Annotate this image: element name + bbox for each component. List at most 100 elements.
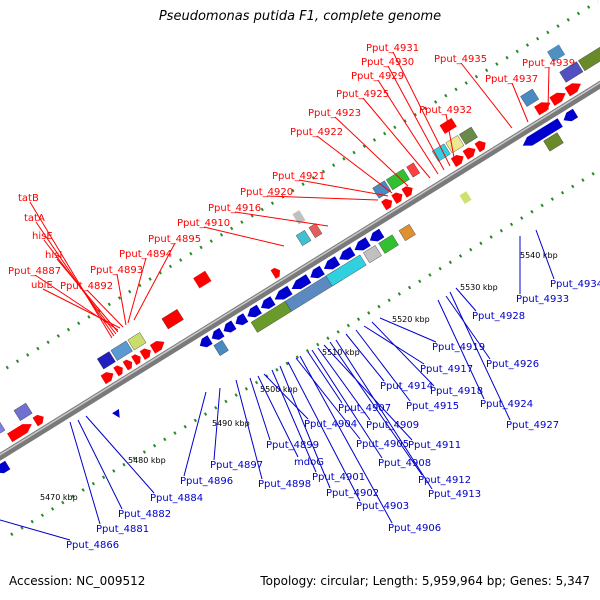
reverse-label-leader xyxy=(355,329,411,402)
reverse-gene-block xyxy=(543,132,564,152)
forward-gene-arrow xyxy=(450,155,464,167)
forward-label-leader xyxy=(377,79,439,175)
forward-gene-block xyxy=(127,332,147,351)
forward-label-leader xyxy=(298,179,389,197)
genome-summary-text: Topology: circular; Length: 5,959,964 bp… xyxy=(260,574,590,588)
forward-gene-label: hisI xyxy=(45,250,62,261)
reverse-gene-arrow xyxy=(310,265,325,279)
forward-label-leader xyxy=(116,273,127,326)
forward-gene-label: Pput_4910 xyxy=(177,218,230,229)
tick-label: 5520 kbp xyxy=(392,315,430,324)
reverse-gene-label: Pput_4917 xyxy=(420,364,473,375)
reverse-gene-label: Pput_4908 xyxy=(378,458,431,469)
forward-gene-block xyxy=(406,162,421,178)
tick-label: 5470 kbp xyxy=(40,493,78,502)
forward-label-leader xyxy=(392,51,451,167)
forward-gene-label: tatB xyxy=(18,193,39,204)
forward-gene-label: Pput_4894 xyxy=(119,249,172,260)
forward-gene-arrow xyxy=(32,414,44,427)
forward-gene-block xyxy=(445,135,465,154)
forward-gene-label: Pput_4935 xyxy=(434,54,487,65)
reverse-gene-label: Pput_4915 xyxy=(406,401,459,412)
tick-label: 5480 kbp xyxy=(128,456,166,465)
reverse-gene-label: Pput_4882 xyxy=(118,509,171,520)
reverse-gene-arrow xyxy=(354,237,371,251)
forward-gene-arrow xyxy=(149,341,165,354)
reverse-label-leader xyxy=(299,355,393,524)
forward-gene-label: Pput_4937 xyxy=(485,74,538,85)
reverse-gene-label: Pput_4897 xyxy=(210,460,263,471)
reverse-gene-label: Pput_4924 xyxy=(480,399,533,410)
forward-gene-label: Pput_4925 xyxy=(336,89,389,100)
forward-gene-label: Pput_4922 xyxy=(290,127,343,138)
reverse-label-leader xyxy=(263,373,309,420)
reverse-gene-label: Pput_4899 xyxy=(266,440,319,451)
forward-gene-outlier xyxy=(193,270,212,289)
forward-gene-arrow xyxy=(381,198,393,211)
forward-gene-outlier xyxy=(547,44,566,62)
reverse-label-leader xyxy=(329,341,423,476)
forward-label-leader xyxy=(42,288,121,329)
forward-gene-arrow xyxy=(474,140,486,153)
reverse-gene-outlier xyxy=(459,191,472,204)
forward-gene-label: Pput_4929 xyxy=(351,71,404,82)
reverse-gene-arrow xyxy=(339,246,356,260)
reverse-label-leader xyxy=(449,291,511,421)
forward-gene-arrow xyxy=(7,424,32,443)
tick-label: 5530 kbp xyxy=(460,283,498,292)
reverse-gene-label: Pput_4898 xyxy=(258,479,311,490)
forward-gene-block xyxy=(308,223,323,239)
forward-label-leader xyxy=(86,289,124,328)
forward-gene-label: Pput_4923 xyxy=(308,108,361,119)
reverse-gene-outlier xyxy=(112,409,120,418)
reverse-gene-arrow xyxy=(0,460,11,474)
reverse-gene-label: Pput_4918 xyxy=(430,386,483,397)
forward-label-leader xyxy=(362,97,431,179)
forward-label-leader xyxy=(387,65,445,171)
forward-label-leader xyxy=(334,116,409,187)
forward-gene-label: hisE xyxy=(32,231,53,242)
reverse-label-leader xyxy=(455,287,477,312)
forward-gene-block xyxy=(295,230,312,246)
reverse-label-leader xyxy=(235,379,263,480)
forward-label-leader xyxy=(127,257,147,324)
reverse-gene-label: Pput_4934 xyxy=(550,279,600,290)
forward-gene-block xyxy=(13,402,33,421)
reverse-gene-arrow xyxy=(235,313,249,326)
forward-gene-arrow xyxy=(113,365,123,377)
forward-label-leader xyxy=(316,135,393,194)
forward-label-leader xyxy=(29,201,113,339)
reverse-gene-label: Pput_4866 xyxy=(66,540,119,551)
reverse-gene-block xyxy=(363,245,382,264)
reverse-gene-arrow xyxy=(199,335,213,348)
forward-gene-arrow xyxy=(462,147,476,160)
reverse-gene-label: Pput_4912 xyxy=(418,475,471,486)
forward-gene-label: Pput_4892 xyxy=(60,281,113,292)
reverse-label-leader xyxy=(307,351,343,404)
forward-gene-arrow xyxy=(100,372,114,385)
forward-label-leader xyxy=(56,258,119,333)
reverse-gene-label: Pput_4906 xyxy=(388,523,441,534)
reverse-gene-label: Pput_4904 xyxy=(304,419,357,430)
forward-gene-label: Pput_4895 xyxy=(148,234,201,245)
reverse-label-leader xyxy=(323,344,413,441)
reverse-gene-label: Pput_4919 xyxy=(432,342,485,353)
reverse-label-leader xyxy=(85,415,155,494)
reverse-label-leader xyxy=(279,365,331,489)
forward-gene-arrow xyxy=(391,192,403,204)
tick-label: 5540 kbp xyxy=(520,251,558,260)
tick-rail-forward xyxy=(0,0,599,374)
forward-gene-block xyxy=(0,421,6,434)
forward-gene-block xyxy=(459,126,478,145)
reverse-label-leader xyxy=(535,229,555,280)
forward-label-leader xyxy=(547,66,550,111)
reverse-gene-arrow xyxy=(247,304,262,318)
reverse-gene-label: Pput_4901 xyxy=(312,472,365,483)
tick-label: 5510 kbp xyxy=(322,348,360,357)
forward-gene-label: tatA xyxy=(24,213,45,224)
forward-gene-arrow xyxy=(401,186,413,198)
reverse-gene-label: Pput_4902 xyxy=(326,488,379,499)
reverse-label-leader xyxy=(287,361,361,502)
